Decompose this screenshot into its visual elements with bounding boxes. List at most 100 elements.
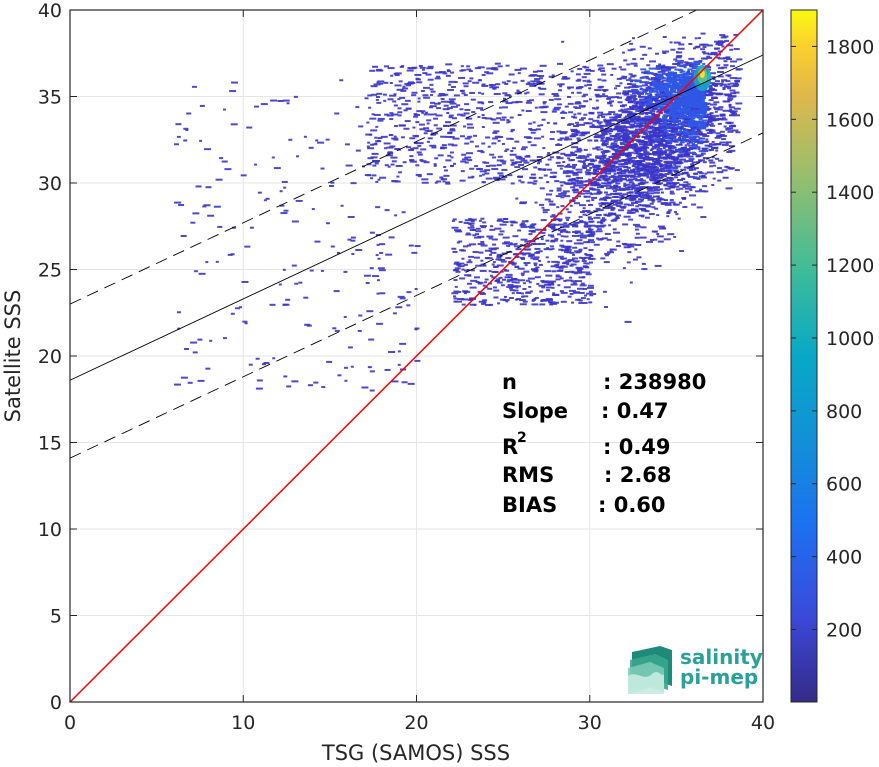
density-cell: [651, 81, 655, 84]
density-cell: [724, 85, 732, 88]
density-cell: [492, 137, 499, 140]
density-cell: [679, 64, 687, 67]
density-cell: [448, 98, 456, 101]
density-cell: [556, 103, 562, 106]
density-cell: [523, 270, 530, 273]
fit-lines: [70, 10, 763, 702]
density-cell: [669, 116, 675, 119]
density-cell: [728, 149, 736, 152]
density-cell: [687, 122, 695, 125]
density-cell: [618, 66, 622, 69]
density-cell: [685, 72, 691, 75]
density-cell: [481, 83, 486, 86]
density-cell: [455, 270, 461, 273]
density-cell: [701, 127, 707, 130]
density-cell: [563, 286, 571, 289]
density-cell: [418, 64, 423, 67]
density-cell: [627, 157, 631, 160]
density-cell: [529, 290, 533, 293]
density-cell: [584, 223, 589, 226]
density-cell: [446, 107, 453, 110]
density-cell: [484, 281, 488, 284]
x-tick-label: 40: [751, 712, 775, 734]
density-cell: [497, 218, 503, 221]
density-cell: [669, 86, 677, 89]
density-cell: [686, 131, 693, 134]
density-cell: [680, 146, 687, 149]
density-cell: [604, 232, 611, 235]
density-cell: [633, 175, 641, 178]
density-cell: [569, 182, 577, 185]
density-cell: [600, 113, 608, 116]
density-cell: [680, 70, 686, 73]
density-cell: [680, 132, 687, 135]
density-cell: [464, 137, 471, 140]
density-cell: [724, 39, 730, 42]
density-cell: [656, 91, 660, 94]
density-cell: [717, 50, 723, 53]
density-cell: [614, 95, 619, 98]
density-cell: [576, 147, 582, 150]
density-cell: [438, 92, 445, 95]
density-cell: [633, 177, 638, 180]
density-cell: [716, 82, 724, 85]
density-cell: [648, 78, 656, 81]
density-cell: [703, 190, 709, 193]
density-cell: [373, 83, 381, 86]
density-cell: [680, 82, 685, 85]
density-cell: [375, 254, 379, 257]
density-cell: [577, 139, 582, 142]
density-cell: [518, 299, 526, 302]
density-cell: [493, 289, 500, 292]
density-cell: [520, 226, 528, 229]
density-cell: [572, 225, 579, 228]
density-cell: [617, 96, 623, 99]
density-cell: [452, 218, 457, 221]
density-cell: [372, 275, 380, 278]
density-cell: [657, 71, 661, 74]
density-cell: [690, 129, 694, 132]
density-cell: [646, 170, 654, 173]
density-cell: [329, 184, 335, 187]
density-cell: [568, 111, 574, 114]
density-cell: [494, 62, 501, 65]
density-cell: [577, 112, 582, 115]
density-cell: [676, 149, 683, 152]
density-cell: [510, 128, 515, 131]
density-cell: [627, 145, 631, 148]
density-cell: [647, 47, 652, 50]
density-cell: [572, 191, 578, 194]
density-cell: [516, 157, 520, 160]
density-cell: [717, 43, 723, 46]
density-cell: [713, 92, 721, 95]
density-cell: [636, 166, 640, 169]
density-cell: [255, 387, 263, 390]
density-cell: [566, 218, 570, 221]
density-cell: [461, 268, 465, 271]
density-cell: [530, 80, 535, 83]
density-cell: [438, 71, 446, 74]
density-cell: [477, 149, 484, 152]
density-cell: [358, 314, 363, 317]
density-cell: [496, 112, 502, 115]
density-cell: [320, 167, 325, 170]
density-cell: [454, 300, 462, 303]
density-cell: [433, 124, 438, 127]
density-cell: [425, 73, 432, 76]
density-cell: [397, 98, 401, 101]
density-cell: [533, 166, 538, 169]
density-cell: [493, 130, 500, 133]
density-cell: [709, 143, 713, 146]
density-cell: [510, 224, 514, 227]
density-cell: [613, 177, 618, 180]
density-cell: [609, 116, 616, 119]
density-cell: [700, 104, 705, 107]
density-cell: [643, 191, 649, 194]
density-cell: [419, 128, 426, 131]
density-cell: [688, 101, 694, 104]
density-cell: [697, 171, 703, 174]
density-cell: [571, 115, 576, 118]
density-cell: [683, 114, 687, 117]
density-cell: [403, 127, 410, 130]
density-cell: [426, 140, 430, 143]
